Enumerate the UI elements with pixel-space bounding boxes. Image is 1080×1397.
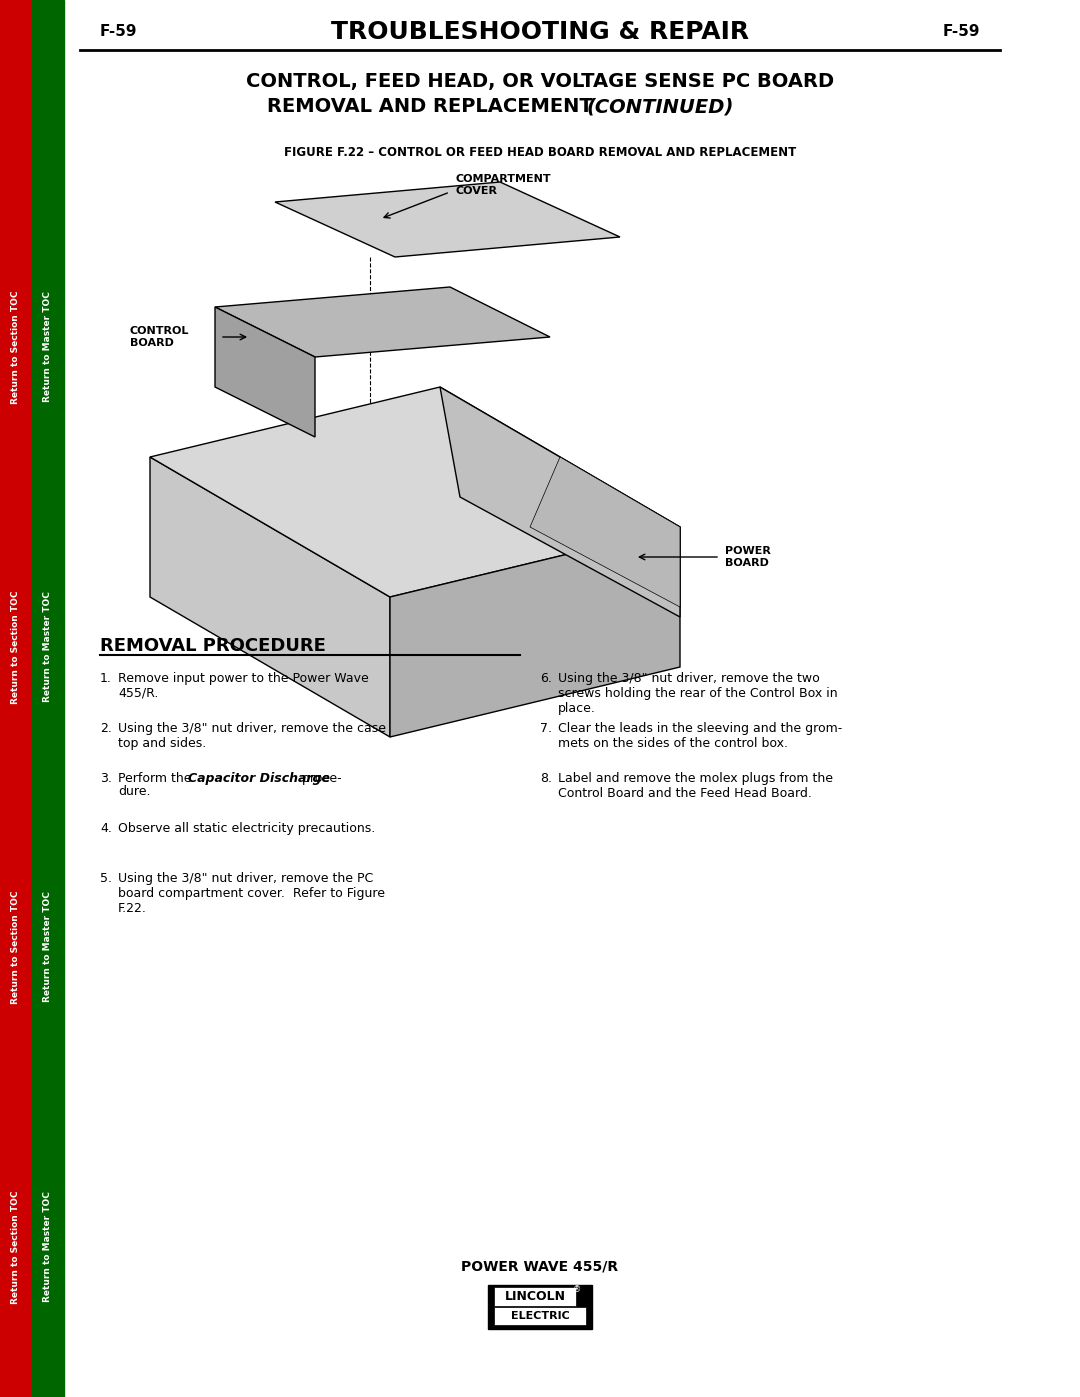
Text: Return to Section TOC: Return to Section TOC <box>12 890 21 1004</box>
Text: Return to Master TOC: Return to Master TOC <box>43 891 53 1003</box>
Text: Perform the: Perform the <box>118 773 195 785</box>
Text: POWER WAVE 455/R: POWER WAVE 455/R <box>461 1260 619 1274</box>
Text: Using the 3/8" nut driver, remove the PC
board compartment cover.  Refer to Figu: Using the 3/8" nut driver, remove the PC… <box>118 872 384 915</box>
Text: 7.: 7. <box>540 722 552 735</box>
Text: Capacitor Discharge: Capacitor Discharge <box>188 773 330 785</box>
Polygon shape <box>440 387 680 617</box>
Text: REMOVAL AND REPLACEMENT: REMOVAL AND REPLACEMENT <box>267 98 593 116</box>
Text: 5.: 5. <box>100 872 112 886</box>
Text: 8.: 8. <box>540 773 552 785</box>
Text: Remove input power to the Power Wave
455/R.: Remove input power to the Power Wave 455… <box>118 672 368 700</box>
Polygon shape <box>530 457 680 608</box>
Text: Label and remove the molex plugs from the
Control Board and the Feed Head Board.: Label and remove the molex plugs from th… <box>558 773 833 800</box>
Text: 6.: 6. <box>540 672 552 685</box>
Text: 4.: 4. <box>100 821 112 835</box>
Text: ELECTRIC: ELECTRIC <box>511 1310 569 1322</box>
Text: TROUBLESHOOTING & REPAIR: TROUBLESHOOTING & REPAIR <box>330 20 750 43</box>
Text: COMPARTMENT
COVER: COMPARTMENT COVER <box>455 175 551 196</box>
Text: proce-: proce- <box>298 773 341 785</box>
Text: ®: ® <box>572 1285 581 1295</box>
Text: CONTROL
BOARD: CONTROL BOARD <box>130 327 189 348</box>
Text: dure.: dure. <box>118 785 150 798</box>
Text: F-59: F-59 <box>100 25 137 39</box>
Text: FIGURE F.22 – CONTROL OR FEED HEAD BOARD REMOVAL AND REPLACEMENT: FIGURE F.22 – CONTROL OR FEED HEAD BOARD… <box>284 145 796 158</box>
FancyBboxPatch shape <box>494 1287 576 1306</box>
Text: Using the 3/8" nut driver, remove the case
top and sides.: Using the 3/8" nut driver, remove the ca… <box>118 722 386 750</box>
Polygon shape <box>150 457 390 738</box>
Text: Return to Master TOC: Return to Master TOC <box>43 591 53 703</box>
Text: POWER
BOARD: POWER BOARD <box>725 546 771 567</box>
Text: LINCOLN: LINCOLN <box>504 1289 566 1302</box>
FancyBboxPatch shape <box>488 1285 592 1329</box>
Polygon shape <box>150 387 680 597</box>
Text: CONTROL, FEED HEAD, OR VOLTAGE SENSE PC BOARD: CONTROL, FEED HEAD, OR VOLTAGE SENSE PC … <box>246 73 834 91</box>
Text: (CONTINUED): (CONTINUED) <box>586 98 733 116</box>
Bar <box>0 0 32 1397</box>
Text: Return to Master TOC: Return to Master TOC <box>43 1192 53 1302</box>
Bar <box>32 0 64 1397</box>
Text: Return to Section TOC: Return to Section TOC <box>12 591 21 704</box>
Text: Return to Master TOC: Return to Master TOC <box>43 292 53 402</box>
Text: REMOVAL PROCEDURE: REMOVAL PROCEDURE <box>100 637 326 655</box>
Polygon shape <box>215 286 550 358</box>
Text: 1.: 1. <box>100 672 112 685</box>
Text: 2.: 2. <box>100 722 112 735</box>
Text: Return to Section TOC: Return to Section TOC <box>12 291 21 404</box>
Text: Clear the leads in the sleeving and the grom-
mets on the sides of the control b: Clear the leads in the sleeving and the … <box>558 722 842 750</box>
FancyBboxPatch shape <box>494 1308 586 1324</box>
Text: Observe all static electricity precautions.: Observe all static electricity precautio… <box>118 821 375 835</box>
Text: Return to Section TOC: Return to Section TOC <box>12 1190 21 1303</box>
Text: 3.: 3. <box>100 773 112 785</box>
Text: Using the 3/8" nut driver, remove the two
screws holding the rear of the Control: Using the 3/8" nut driver, remove the tw… <box>558 672 838 715</box>
Polygon shape <box>215 307 315 437</box>
Polygon shape <box>390 527 680 738</box>
Text: F-59: F-59 <box>943 25 980 39</box>
Polygon shape <box>275 182 620 257</box>
